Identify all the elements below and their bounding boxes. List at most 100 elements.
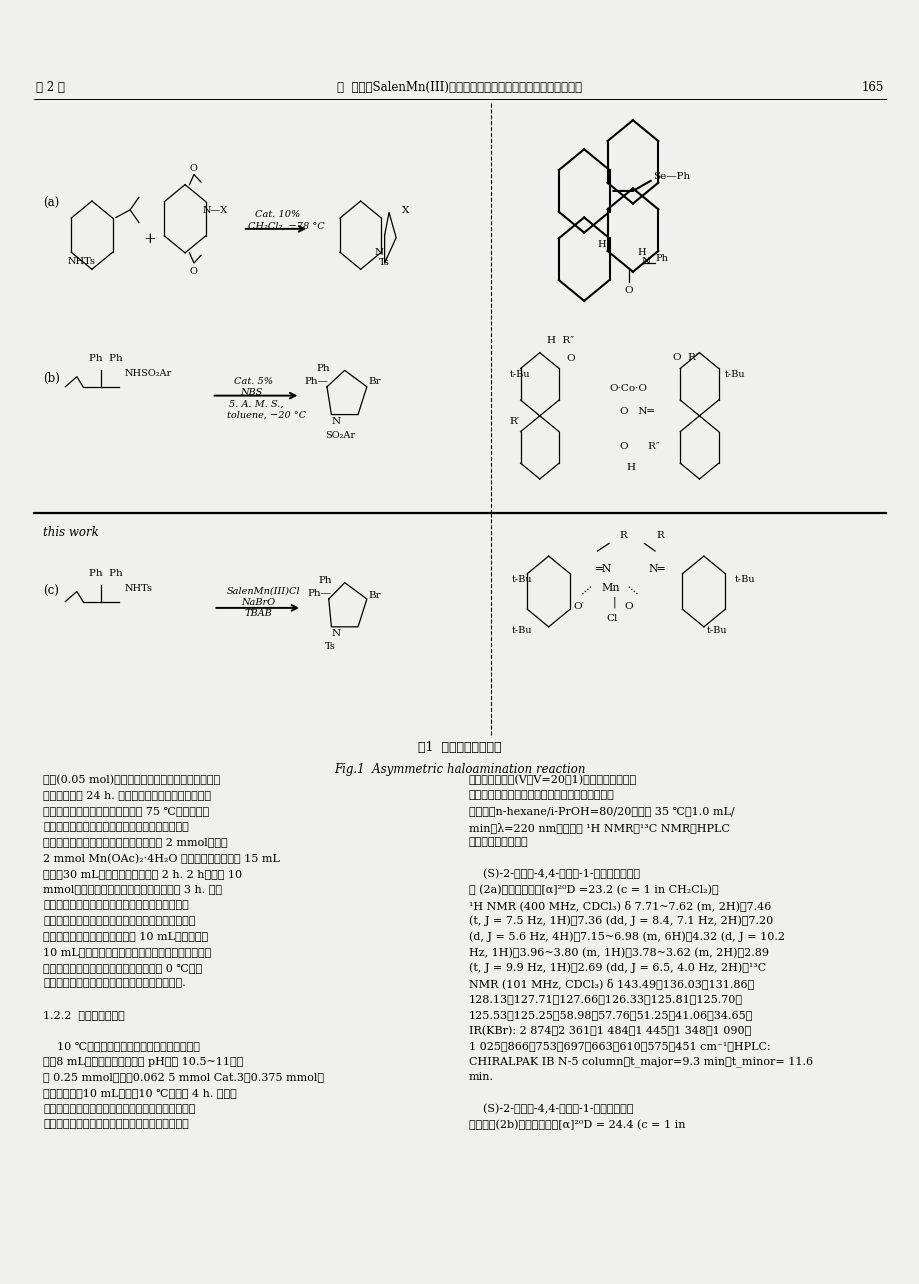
Text: (S)-2-溴甲基-4,4-二苯基-1-对甲苯磺酰基: (S)-2-溴甲基-4,4-二苯基-1-对甲苯磺酰基 [469, 1104, 632, 1115]
Text: Cat. 5%: Cat. 5% [233, 376, 273, 385]
Text: 乙酸乙酯混合物(V：V=20：1)为洗脱剂分离得到: 乙酸乙酯混合物(V：V=20：1)为洗脱剂分离得到 [469, 774, 636, 786]
Text: O   N═: O N═ [619, 407, 652, 416]
Text: O      R″: O R″ [619, 443, 659, 452]
Text: SalenMn(III)Cl: SalenMn(III)Cl [226, 587, 300, 596]
Text: 10 ℃下在反应器中加入氢氧化钠，磷酸二氢: 10 ℃下在反应器中加入氢氧化钠，磷酸二氢 [43, 1041, 199, 1052]
Text: O: O [623, 286, 632, 295]
Text: 丁基溴化铵，10 mL氯苯，10 ℃下反应 4 h. 反应结: 丁基溴化铵，10 mL氯苯，10 ℃下反应 4 h. 反应结 [43, 1088, 237, 1098]
Text: NHTs: NHTs [68, 257, 96, 266]
Text: Cl: Cl [606, 614, 617, 623]
Text: SO₂Ar: SO₂Ar [324, 431, 355, 440]
Text: Ph: Ph [654, 254, 667, 263]
Text: min，λ=220 nm，产物的 ¹H NMR、¹³C NMR、HPLC: min，λ=220 nm，产物的 ¹H NMR、¹³C NMR、HPLC [469, 822, 729, 832]
Text: 结束后，静置冷却至室温，分别用水和饱和食盐水: 结束后，静置冷却至室温，分别用水和饱和食盐水 [43, 900, 188, 910]
Text: (t, J = 9.9 Hz, 1H)，2.69 (dd, J = 6.5, 4.0 Hz, 2H)；¹³C: (t, J = 9.9 Hz, 1H)，2.69 (dd, J = 6.5, 4… [469, 963, 766, 973]
Text: O·Co·O: O·Co·O [608, 384, 646, 393]
Text: (b): (b) [43, 371, 60, 385]
Text: t-Bu: t-Bu [511, 625, 531, 634]
Text: H: H [626, 462, 635, 471]
Text: (t, J = 7.5 Hz, 1H)，7.36 (dd, J = 8.4, 7.1 Hz, 2H)，7.20: (t, J = 7.5 Hz, 1H)，7.36 (dd, J = 8.4, 7… [469, 915, 772, 926]
Text: 液减压蒸除溶剂，得到的固体用 10 mL二氯甲烷和: 液减压蒸除溶剂，得到的固体用 10 mL二氯甲烷和 [43, 931, 208, 941]
Text: 2 mmol Mn(OAc)₂·4H₂O 置于四口瓶中，加入 15 mL: 2 mmol Mn(OAc)₂·4H₂O 置于四口瓶中，加入 15 mL [43, 853, 279, 864]
Text: 10 mL正庚烷溶解，待固体全部溶解后减压蒸馏，蒸: 10 mL正庚烷溶解，待固体全部溶解后减压蒸馏，蒸 [43, 948, 211, 957]
Text: NBS: NBS [240, 388, 262, 397]
Text: Se—Ph: Se—Ph [652, 172, 690, 181]
Text: X: X [402, 207, 409, 216]
Text: 除二分之一溶剂后快速过滤，滤饼用少量 0 ℃的正: 除二分之一溶剂后快速过滤，滤饼用少量 0 ℃的正 [43, 963, 202, 973]
Text: N: N [374, 248, 383, 257]
Text: 董  琦等：SalenMn(III)催化的非活化烯烃分子内不对称卤胺化反应: 董 琦等：SalenMn(III)催化的非活化烯烃分子内不对称卤胺化反应 [337, 81, 582, 94]
Text: Ph: Ph [318, 577, 332, 586]
Text: 甲苯，30 mL乙醇溶解，回流反应 2 h. 2 h后加入 10: 甲苯，30 mL乙醇溶解，回流反应 2 h. 2 h后加入 10 [43, 869, 242, 878]
Text: N═: N═ [647, 564, 664, 574]
Text: Ph—: Ph— [307, 589, 331, 598]
Text: t-Bu: t-Bu [706, 625, 726, 634]
Text: Ph: Ph [316, 365, 330, 374]
Text: Br: Br [369, 376, 380, 385]
Text: O  R′: O R′ [672, 353, 698, 362]
Text: 钠，8 mL次溴酸钠溶液，调节 pH值为 10.5~11后加: 钠，8 mL次溴酸钠溶液，调节 pH值为 10.5~11后加 [43, 1057, 244, 1067]
Text: O: O [190, 267, 198, 276]
Text: 条件为：n-hexane/i-PrOH=80/20，柱温 35 ℃，1.0 mL/: 条件为：n-hexane/i-PrOH=80/20，柱温 35 ℃，1.0 mL… [469, 806, 733, 817]
Text: 杨醛(0.05 mol)置于圆底烧瓶中，加入甲醇溶解，室: 杨醛(0.05 mol)置于圆底烧瓶中，加入甲醇溶解，室 [43, 774, 220, 786]
Text: 5. A. M. S.,: 5. A. M. S., [229, 399, 284, 408]
Text: 谱图支持信息如下：: 谱图支持信息如下： [469, 837, 528, 847]
Text: (a): (a) [43, 198, 60, 211]
Text: Fig.1  Asymmetric haloamination reaction: Fig.1 Asymmetric haloamination reaction [334, 763, 585, 777]
Text: 1.2.2  溴胺化反应步骤: 1.2.2 溴胺化反应步骤 [43, 1009, 125, 1019]
Text: Ts: Ts [324, 642, 335, 651]
Text: H  R″: H R″ [546, 336, 573, 345]
Text: 压蒸除溶剂，残留物通过硅胶柱层析，以石油醚和: 压蒸除溶剂，残留物通过硅胶柱层析，以石油醚和 [43, 1120, 188, 1130]
Text: t-Bu: t-Bu [511, 575, 531, 584]
Text: |: | [612, 597, 616, 609]
Text: 图1  不对称卤胺化反应: 图1 不对称卤胺化反应 [418, 741, 501, 754]
Text: 128.13，127.71，127.66，126.33，125.81，125.70，: 128.13，127.71，127.66，126.33，125.81，125.7… [469, 994, 742, 1004]
Text: this work: this work [43, 525, 99, 539]
Text: Ph  Ph: Ph Ph [89, 354, 123, 363]
Text: NHTs: NHTs [125, 584, 153, 593]
Text: ¹H NMR (400 MHz, CDCl₃) δ 7.71~7.62 (m, 2H)，7.46: ¹H NMR (400 MHz, CDCl₃) δ 7.71~7.62 (m, … [469, 900, 770, 910]
Text: NHSO₂Ar: NHSO₂Ar [125, 369, 172, 377]
Text: mmol氧化锂，并鼓吹空气，继续回流反应 3 h. 反应: mmol氧化锂，并鼓吹空气，继续回流反应 3 h. 反应 [43, 885, 221, 895]
Text: N: N [331, 417, 340, 426]
Text: O: O [190, 164, 198, 173]
Text: NMR (101 MHz, CDCl₃) δ 143.49，136.03，131.86，: NMR (101 MHz, CDCl₃) δ 143.49，136.03，131… [469, 978, 754, 989]
Text: N: N [331, 629, 340, 638]
Text: (S)-2-溴甲基-4,4-二苯基-1-苯磺酰基四氢吡: (S)-2-溴甲基-4,4-二苯基-1-苯磺酰基四氢吡 [469, 869, 640, 880]
Text: min.: min. [469, 1072, 494, 1082]
Text: 束后用蒸馏水洗涤，二氯甲烷萃取，分离有机相，减: 束后用蒸馏水洗涤，二氯甲烷萃取，分离有机相，减 [43, 1104, 196, 1113]
Text: 目标产物，产物通过高效液相色谱确定手性，色谱: 目标产物，产物通过高效液相色谱确定手性，色谱 [469, 791, 614, 800]
Text: H: H [637, 248, 645, 257]
Text: O: O [566, 354, 574, 363]
Text: Cat. 10%: Cat. 10% [255, 209, 301, 218]
Text: t-Bu: t-Bu [723, 370, 744, 379]
Text: 下缓慢加入乙酸乙酯和固体完全溶解、趁热转移至: 下缓慢加入乙酸乙酯和固体完全溶解、趁热转移至 [43, 822, 188, 832]
Text: (c): (c) [43, 586, 59, 598]
Text: Hz, 1H)，3.96~3.80 (m, 1H)，3.78~3.62 (m, 2H)，2.89: Hz, 1H)，3.96~3.80 (m, 1H)，3.78~3.62 (m, … [469, 948, 768, 958]
Text: +: + [143, 232, 156, 247]
Text: 四氢吡咯(2b)：白色固体；[α]²⁰D = 24.4 (c = 1 in: 四氢吡咯(2b)：白色固体；[α]²⁰D = 24.4 (c = 1 in [469, 1120, 685, 1130]
Text: H: H [596, 240, 606, 249]
Text: O: O [623, 602, 632, 611]
Text: CH₂Cl₂, −78 °C: CH₂Cl₂, −78 °C [248, 221, 324, 230]
Text: 固体置于圆底烧瓶中，水浴加热至 75 ℃，在此温度: 固体置于圆底烧瓶中，水浴加热至 75 ℃，在此温度 [43, 806, 209, 817]
Text: ═N: ═N [595, 564, 610, 574]
Text: Ts: Ts [378, 258, 389, 267]
Text: t-Bu: t-Bu [734, 575, 754, 584]
Text: 165: 165 [860, 81, 883, 94]
Text: 入 0.25 mmol底物，0.062 5 mmol Cat.3，0.375 mmol四: 入 0.25 mmol底物，0.062 5 mmol Cat.3，0.375 m… [43, 1072, 323, 1082]
Text: Mn: Mn [601, 583, 619, 593]
Text: t-Bu: t-Bu [509, 370, 529, 379]
Text: (d, J = 5.6 Hz, 4H)，7.15~6.98 (m, 6H)，4.32 (d, J = 10.2: (d, J = 5.6 Hz, 4H)，7.15~6.98 (m, 6H)，4.… [469, 931, 784, 942]
Text: 洗涤，分离有机相，用无水氯化钙干燥、过滤，将滤: 洗涤，分离有机相，用无水氯化钙干燥、过滤，将滤 [43, 915, 196, 926]
Text: 125.53，125.25，58.98，57.76，51.25，41.06，34.65；: 125.53，125.25，58.98，57.76，51.25，41.06，34… [469, 1009, 753, 1019]
Text: NaBrO: NaBrO [241, 598, 275, 607]
Text: O′: O′ [573, 602, 584, 611]
Text: Ph—: Ph— [304, 376, 328, 385]
Text: Br: Br [369, 592, 380, 601]
Text: R         R: R R [619, 530, 664, 539]
Text: 1 025，866，753，697，663，610，575，451 cm⁻¹；HPLC:: 1 025，866，753，697，663，610，575，451 cm⁻¹；H… [469, 1041, 770, 1052]
Text: R′: R′ [509, 417, 519, 426]
Text: CHIRALPAK IB N-5 column，t_major=9.3 min，t_minor= 11.6: CHIRALPAK IB N-5 column，t_major=9.3 min，… [469, 1057, 812, 1067]
Text: Ph  Ph: Ph Ph [89, 569, 123, 578]
